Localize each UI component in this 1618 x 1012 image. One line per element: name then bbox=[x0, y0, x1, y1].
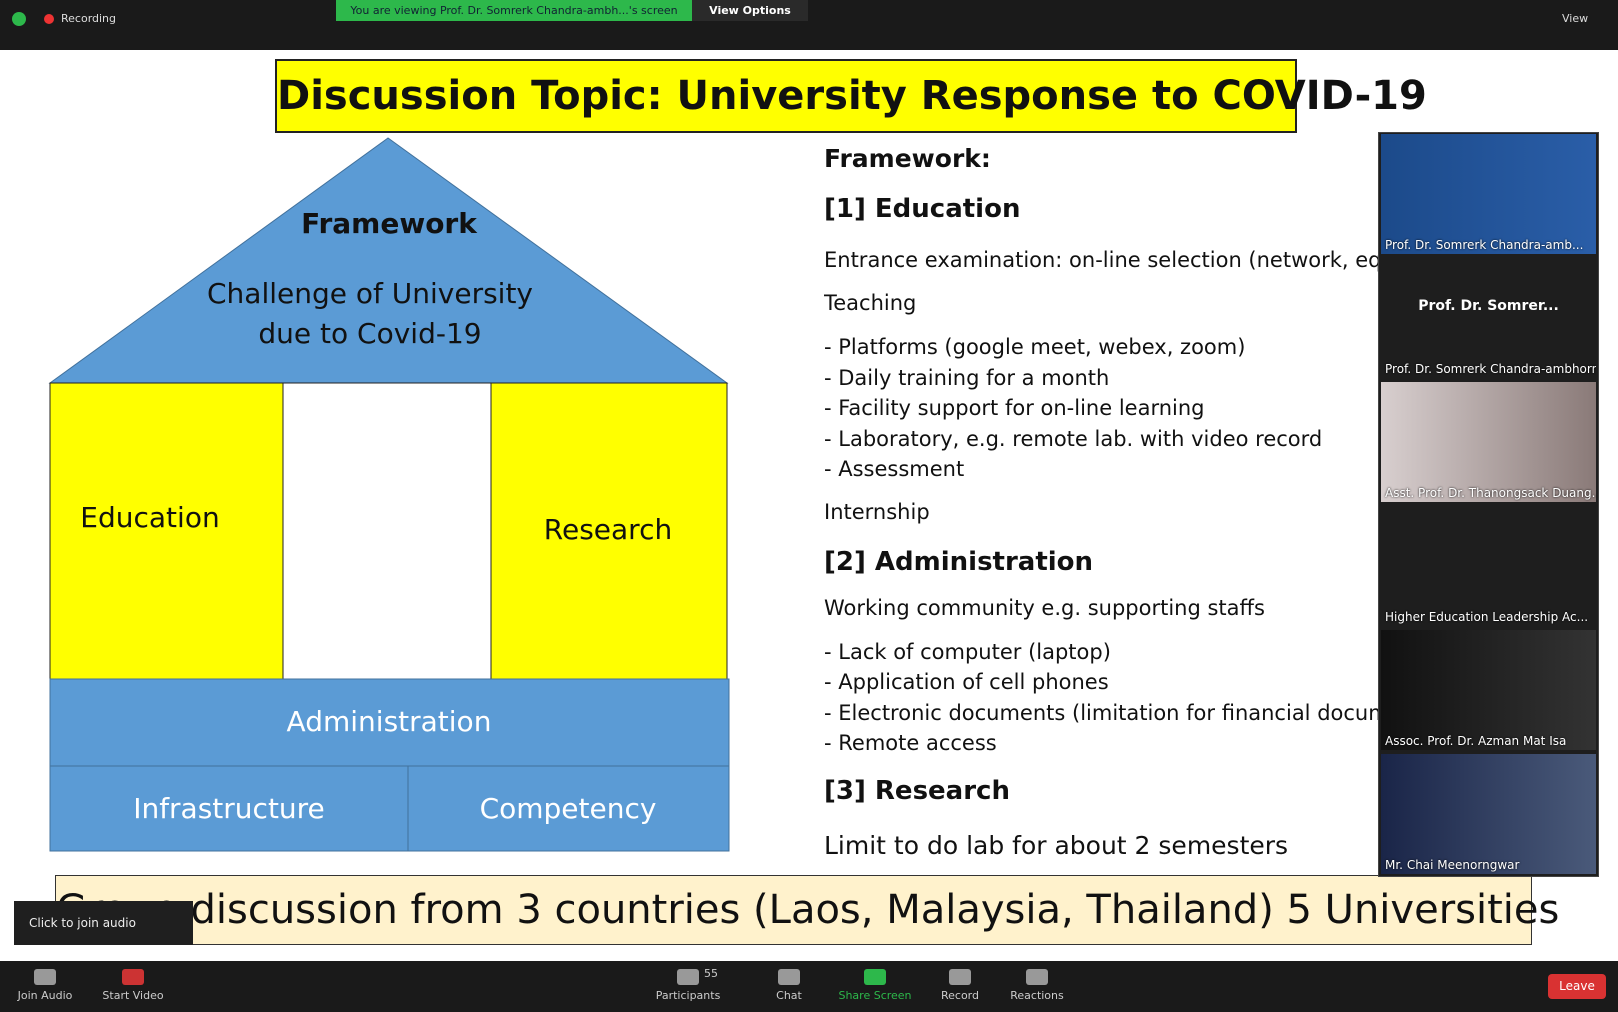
framework-heading: Framework: bbox=[824, 144, 991, 173]
house-diagram: Framework Challenge of University due to… bbox=[48, 137, 730, 852]
icon bbox=[949, 969, 971, 985]
participant-display-name: Prof. Dr. Somrer... bbox=[1418, 298, 1559, 314]
recording-label: Recording bbox=[61, 12, 117, 25]
audio-tooltip: Click to join audio bbox=[14, 901, 193, 945]
participants-button[interactable]: Participants bbox=[643, 969, 733, 1002]
button-label: Participants bbox=[655, 989, 721, 1002]
base-label: Administration bbox=[287, 705, 492, 738]
record-dot bbox=[44, 14, 54, 24]
slide-title: Discussion Topic: University Response to… bbox=[275, 59, 1427, 133]
reactions-button[interactable]: Reactions bbox=[992, 969, 1082, 1002]
icon bbox=[864, 969, 886, 985]
button-label: Share Screen bbox=[838, 989, 912, 1002]
participant-name: Assoc. Prof. Dr. Azman Mat Isa bbox=[1385, 734, 1567, 748]
foundation-block bbox=[407, 765, 730, 852]
participant-name: Mr. Chai Meenorngwar bbox=[1385, 858, 1520, 872]
participant-count: 55 bbox=[704, 967, 718, 980]
framework-line: - Remote access bbox=[824, 731, 997, 755]
participant-tile[interactable]: Asst. Prof. Dr. Thanongsack Duang... bbox=[1381, 382, 1596, 502]
button-label: Join Audio bbox=[17, 989, 73, 1002]
share-screen-button[interactable]: Share Screen bbox=[830, 969, 920, 1002]
section-heading: [3] Research bbox=[824, 776, 1010, 806]
middle-space bbox=[282, 382, 492, 680]
start-video-button[interactable]: Start Video bbox=[88, 969, 178, 1002]
participant-tile[interactable]: Assoc. Prof. Dr. Azman Mat Isa bbox=[1381, 630, 1596, 750]
icon bbox=[122, 969, 144, 985]
chat-button[interactable]: Chat bbox=[744, 969, 834, 1002]
framework-line: - Daily training for a month bbox=[824, 366, 1110, 390]
leave-button[interactable]: Leave bbox=[1548, 974, 1606, 999]
participant-tile[interactable]: Mr. Chai Meenorngwar bbox=[1381, 754, 1596, 874]
top-bar: Recording You are viewing Prof. Dr. Somr… bbox=[0, 0, 1618, 50]
base-block bbox=[49, 678, 730, 767]
participant-tile[interactable]: Prof. Dr. Somrerk Chandra-amb... bbox=[1381, 134, 1596, 254]
view-options[interactable]: View Options bbox=[692, 0, 808, 21]
framework-line: - Laboratory, e.g. remote lab. with vide… bbox=[824, 427, 1323, 451]
framework-line: - Electronic documents (limitation for f… bbox=[824, 701, 1378, 725]
shield-icon bbox=[12, 12, 26, 26]
participant-name: Prof. Dr. Somrerk Chandra-amb... bbox=[1385, 238, 1584, 252]
roof-line: due to Covid-19 bbox=[258, 317, 481, 350]
roof-title: Framework bbox=[301, 207, 478, 240]
framework-line: - Platforms (google meet, webex, zoom) bbox=[824, 335, 1246, 359]
participant-tile[interactable]: Higher Education Leadership Ac... bbox=[1381, 506, 1596, 626]
framework-line: Teaching bbox=[824, 291, 917, 315]
framework-line: Internship bbox=[824, 500, 930, 524]
framework-line: - Lack of computer (laptop) bbox=[824, 640, 1111, 664]
pillar-label: Education bbox=[80, 501, 219, 534]
foundation-block bbox=[49, 765, 409, 852]
framework-line: - Application of cell phones bbox=[824, 670, 1109, 694]
framework-line: Entrance examination: on-line selection … bbox=[824, 248, 1378, 272]
participant-tile[interactable]: Prof. Dr. Somrer... Prof. Dr. Somrerk Cha… bbox=[1381, 258, 1596, 378]
toolbar: Join Audio Start Video Participants 55 C… bbox=[0, 961, 1618, 1012]
participant-name: Prof. Dr. Somrerk Chandra-ambhorn bbox=[1385, 362, 1596, 376]
foundation-label: Infrastructure bbox=[133, 792, 325, 825]
icon bbox=[1026, 969, 1048, 985]
record-button[interactable]: Record bbox=[915, 969, 1005, 1002]
join-audio-button[interactable]: Join Audio bbox=[0, 969, 90, 1002]
framework-text: Framework: [1] Education Entrance examina… bbox=[824, 0, 1378, 880]
icon bbox=[677, 969, 699, 985]
icon bbox=[778, 969, 800, 985]
framework-line: - Facility support for on-line learning bbox=[824, 396, 1205, 420]
button-label: Reactions bbox=[1010, 989, 1064, 1002]
participant-panel: Prof. Dr. Somrerk Chandra-amb... Prof. Dr… bbox=[1378, 132, 1599, 877]
left-pillar bbox=[49, 382, 284, 680]
participant-name: Higher Education Leadership Ac... bbox=[1385, 610, 1589, 624]
framework-line: Limit to do lab for about 2 semesters bbox=[824, 831, 1289, 860]
button-label: Start Video bbox=[102, 989, 164, 1002]
framework-line: Working community e.g. supporting staffs bbox=[824, 596, 1265, 620]
button-label: Chat bbox=[776, 989, 802, 1002]
roof-line: Challenge of University bbox=[207, 277, 533, 310]
right-pillar bbox=[490, 382, 728, 680]
viewing-banner: You are viewing Prof. Dr. Somrerk Chandr… bbox=[336, 0, 692, 21]
button-label: Record bbox=[940, 989, 979, 1002]
section-heading: [2] Administration bbox=[824, 547, 1094, 577]
pillar-label: Research bbox=[544, 513, 672, 546]
foundation-label: Competency bbox=[480, 792, 657, 825]
framework-line: - Assessment bbox=[824, 457, 965, 481]
section-heading: [1] Education bbox=[824, 194, 1021, 224]
participant-name: Asst. Prof. Dr. Thanongsack Duang... bbox=[1385, 486, 1596, 500]
icon bbox=[34, 969, 56, 985]
view-button[interactable]: View bbox=[1562, 12, 1589, 25]
discussion-banner: Group discussion from 3 countries (Laos,… bbox=[55, 875, 1559, 945]
